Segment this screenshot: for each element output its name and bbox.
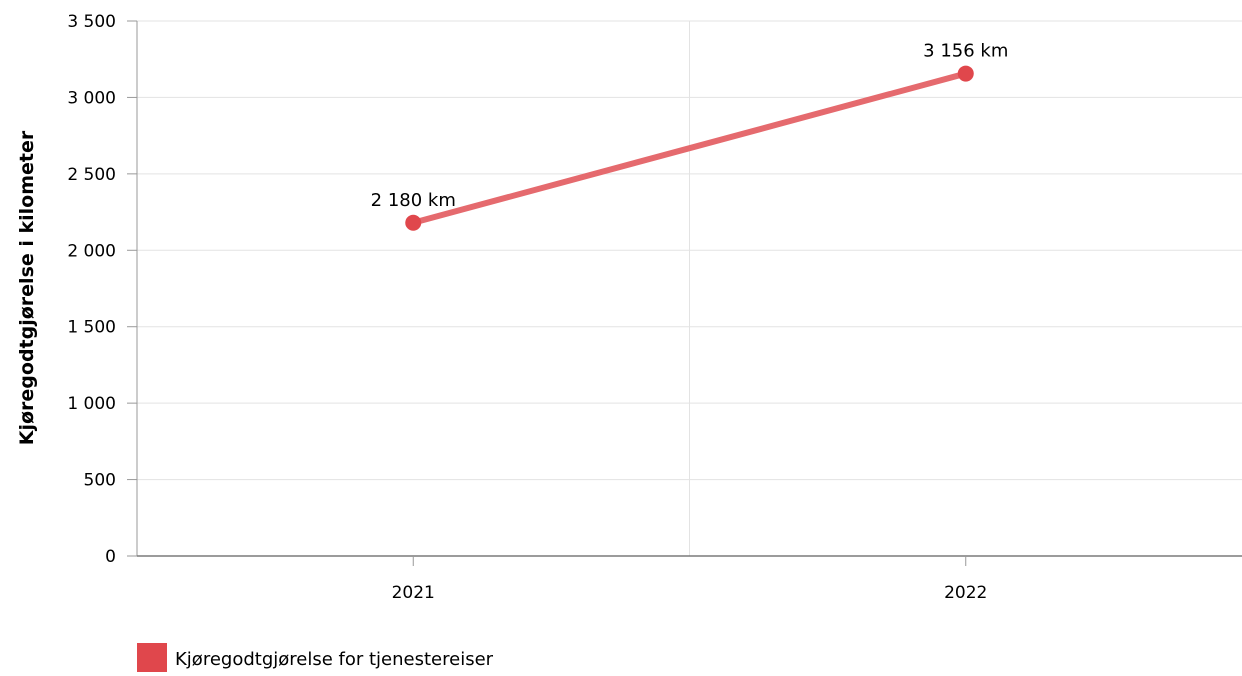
x-tick-label-2021: 2021 bbox=[392, 583, 435, 603]
y-axis-title: Kjøregodtgjørelse i kilometer bbox=[16, 130, 38, 445]
data-point-2021[interactable] bbox=[405, 214, 422, 231]
y-tick-label: 3 000 bbox=[67, 88, 116, 108]
series-lines bbox=[410, 70, 969, 226]
data-label-2022: 3 156 km bbox=[923, 41, 1008, 62]
legend[interactable]: Kjøregodtgjørelse for tjenestereiser bbox=[137, 643, 494, 673]
data-labels: 2 180 km 3 156 km bbox=[371, 41, 1009, 211]
grid-lines bbox=[137, 20, 1242, 556]
y-tick-label: 2 500 bbox=[67, 165, 116, 185]
y-tick-label: 500 bbox=[84, 471, 116, 491]
data-point-2022[interactable] bbox=[957, 65, 974, 82]
legend-label[interactable]: Kjøregodtgjørelse for tjenestereiser bbox=[175, 649, 494, 670]
x-tick-labels: 2021 2022 bbox=[392, 583, 988, 603]
legend-swatch[interactable] bbox=[137, 643, 167, 673]
y-tick-label: 2 000 bbox=[67, 241, 116, 261]
data-points bbox=[405, 65, 974, 231]
y-tick-label: 0 bbox=[105, 547, 116, 567]
axes bbox=[127, 20, 1242, 566]
y-tick-label: 1 000 bbox=[67, 394, 116, 414]
y-tick-label: 1 500 bbox=[67, 318, 116, 338]
x-tick-label-2022: 2022 bbox=[944, 583, 987, 603]
y-tick-label: 3 500 bbox=[67, 12, 116, 32]
data-label-2021: 2 180 km bbox=[371, 190, 456, 211]
y-tick-labels: 0 500 1 000 1 500 2 000 2 500 3 000 3 500 bbox=[67, 12, 116, 567]
series-line bbox=[410, 70, 969, 226]
